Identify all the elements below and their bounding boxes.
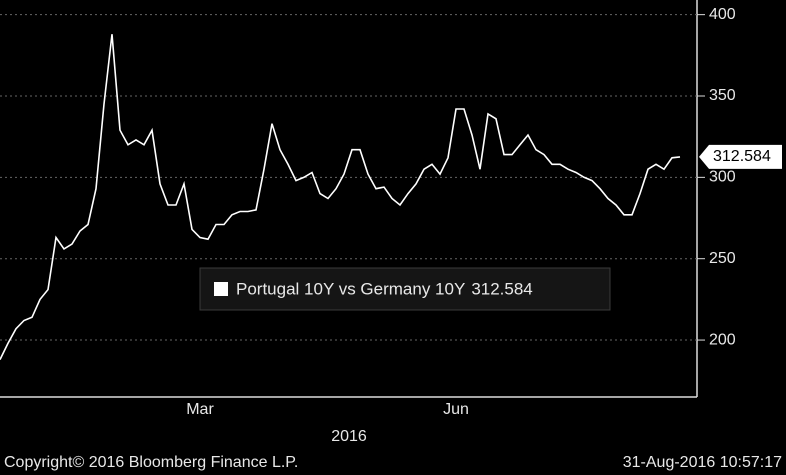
last-value-tag xyxy=(699,144,782,169)
y-tick-label: 400 xyxy=(709,6,736,23)
legend-label: Portugal 10Y vs Germany 10Y xyxy=(236,279,465,298)
y-tick-label: 250 xyxy=(709,250,736,267)
year-label: 2016 xyxy=(331,428,367,445)
legend-box xyxy=(199,267,611,311)
legend-value: 312.584 xyxy=(471,279,532,298)
source: Copyright© 2016 Bloomberg Finance L.P. xyxy=(4,454,298,471)
x-tick-label: Jun xyxy=(443,401,469,418)
y-tick-label: 200 xyxy=(709,331,736,348)
line-series xyxy=(0,34,681,360)
timestamp: 31-Aug-2016 10:57:17 xyxy=(623,454,782,471)
y-tick-label: 300 xyxy=(709,169,736,186)
y-tick-label: 350 xyxy=(709,87,736,104)
x-tick-label: Mar xyxy=(186,401,214,418)
legend: Portugal 10Y vs Germany 10Y 312.584 xyxy=(199,267,611,311)
legend-swatch xyxy=(214,282,228,296)
last-value-label: 312.584 xyxy=(713,148,771,165)
